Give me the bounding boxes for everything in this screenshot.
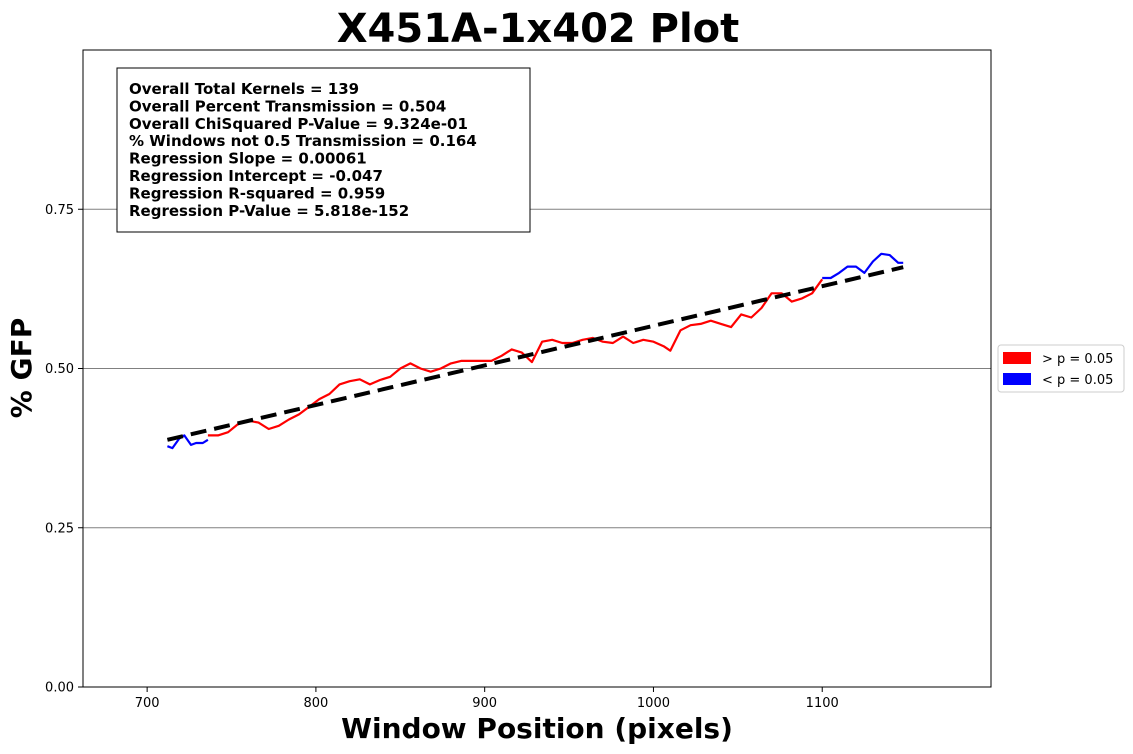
chart-title: X451A-1x402 Plot [337, 6, 740, 52]
legend-label: < p = 0.05 [1042, 373, 1113, 388]
x-tick-label: 1000 [637, 696, 670, 711]
x-axis-label: Window Position (pixels) [341, 712, 733, 745]
y-tick-label: 0.75 [45, 203, 74, 218]
stats-line: Regression Intercept = -0.047 [129, 167, 383, 185]
stats-line: % Windows not 0.5 Transmission = 0.164 [129, 132, 477, 150]
stats-line: Overall ChiSquared P-Value = 9.324e-01 [129, 115, 468, 133]
legend-swatch [1003, 352, 1031, 364]
x-tick-label: 900 [472, 696, 497, 711]
y-tick-label: 0.25 [45, 521, 74, 536]
y-axis-label: % GFP [5, 318, 38, 418]
series-line [822, 252, 904, 280]
stats-line: Regression R-squared = 0.959 [129, 184, 385, 202]
x-tick-label: 1100 [806, 696, 839, 711]
x-tick-label: 700 [135, 696, 160, 711]
legend-label: > p = 0.05 [1042, 352, 1113, 367]
stats-line: Regression P-Value = 5.818e-152 [129, 202, 409, 220]
legend-swatch [1003, 373, 1031, 385]
stats-line: Overall Percent Transmission = 0.504 [129, 97, 446, 115]
legend: > p = 0.05 < p = 0.05 [997, 344, 1125, 393]
series-line [167, 434, 209, 450]
x-tick-label: 800 [303, 696, 328, 711]
x-axis-ticks: 700 800 900 1000 1100 [135, 687, 839, 711]
stats-box-frame [116, 67, 531, 233]
y-axis-ticks: 0.00 0.25 0.50 0.75 [45, 203, 83, 696]
series-line [207, 278, 824, 437]
regression-line [166, 265, 904, 442]
plot-lines [166, 252, 904, 450]
stats-line: Overall Total Kernels = 139 [129, 80, 359, 98]
stats-line: Regression Slope = 0.00061 [129, 150, 367, 168]
y-tick-label: 0.50 [45, 362, 74, 377]
gridlines [83, 208, 991, 688]
y-tick-label: 0.00 [45, 681, 74, 696]
